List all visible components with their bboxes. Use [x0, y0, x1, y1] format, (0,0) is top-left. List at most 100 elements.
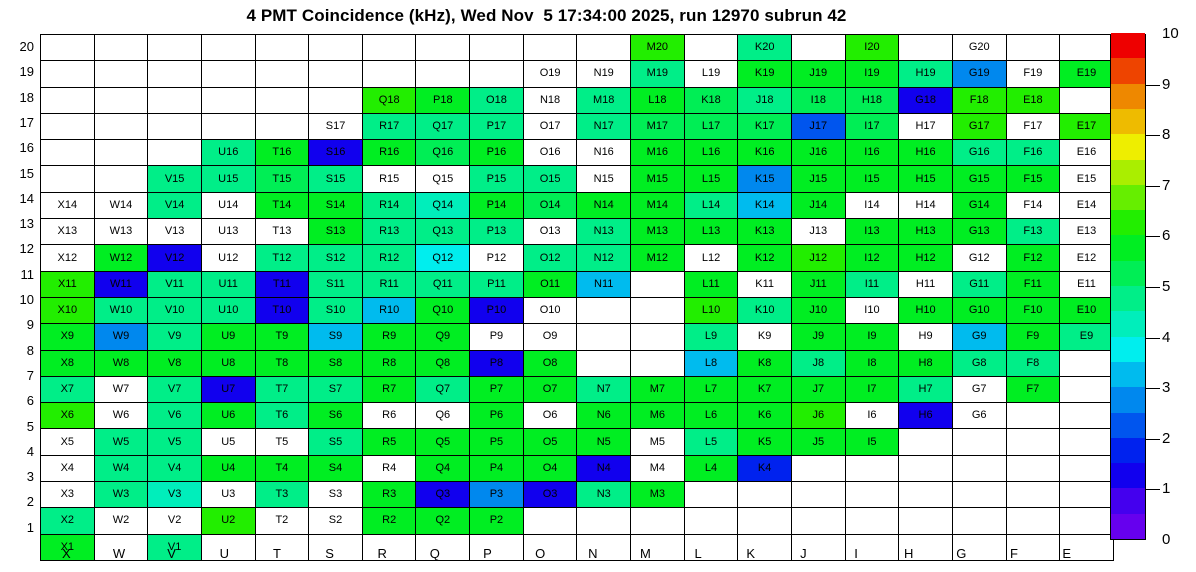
colorbar-tick-label-10: 10: [1162, 25, 1179, 42]
heatmap-cell-V7: V7: [147, 375, 202, 404]
heatmap-cell-J11: J11: [790, 270, 846, 298]
heatmap-cell-empty: [1059, 507, 1114, 535]
y-tick-label-7: 7: [26, 367, 34, 383]
heatmap-cell-O10: O10: [522, 296, 578, 325]
heatmap-row: X10 W10 V10 U10 T10 S10 R10 Q10 P10 O10 L10 K10 J10 I…: [40, 296, 1114, 325]
heatmap-cell-G12: G12: [951, 244, 1007, 272]
colorbar-tick: [1146, 438, 1160, 440]
heatmap-cell-empty: [898, 33, 953, 62]
colorbar-tick-label-9: 9: [1162, 75, 1171, 93]
heatmap-cell-empty: [522, 507, 578, 535]
heatmap-cell-G11: G11: [951, 270, 1007, 298]
heatmap-cell-X5: X5: [40, 428, 95, 456]
heatmap-cell-J16: J16: [790, 139, 846, 167]
heatmap-cell-O15: O15: [522, 165, 578, 193]
heatmap-cell-M16: M16: [630, 139, 685, 167]
heatmap-cell-L15: L15: [683, 165, 739, 193]
heatmap-cell-O7: O7: [522, 375, 578, 404]
y-tick-label-10: 10: [19, 292, 34, 307]
heatmap-cell-S7: S7: [308, 375, 363, 404]
heatmap-cell-empty: [951, 533, 1007, 561]
colorbar-tick: [1146, 337, 1160, 339]
heatmap-cell-empty: [200, 86, 256, 114]
heatmap-cell-N3: N3: [576, 481, 632, 509]
heatmap-cell-Q6: Q6: [415, 402, 471, 430]
heatmap-cell-P7: P7: [469, 375, 524, 404]
heatmap-cell-empty: [630, 323, 685, 351]
x-tick-label-M: M: [640, 546, 651, 561]
heatmap-cell-F9: F9: [1005, 323, 1061, 351]
heatmap-cell-empty: [844, 481, 900, 509]
heatmap-cell-E14: E14: [1059, 191, 1114, 220]
heatmap-cell-empty: [469, 33, 524, 62]
y-tick-label-17: 17: [19, 114, 34, 130]
heatmap-cell-N15: N15: [576, 165, 632, 193]
heatmap-cell-P10: P10: [469, 296, 524, 325]
heatmap-cell-T11: T11: [254, 270, 310, 298]
heatmap-cell-K11: K11: [737, 270, 792, 298]
heatmap-cell-empty: [93, 33, 149, 62]
heatmap-row: X5 W5 V5 U5 T5 S5 R5 Q5 P5 O5 N5 M5 L5 K5 J5 I5: [40, 428, 1114, 456]
heatmap-cell-P17: P17: [469, 112, 524, 141]
colorbar-tick: [1146, 84, 1160, 86]
heatmap-cell-W13: W13: [93, 218, 149, 246]
colorbar-band: [1111, 58, 1145, 84]
heatmap-cell-N11: N11: [576, 270, 632, 298]
heatmap-cell-L9: L9: [683, 323, 739, 351]
x-tick-label-I: I: [854, 546, 858, 561]
heatmap-cell-M19: M19: [630, 60, 685, 88]
heatmap-cell-empty: [951, 454, 1007, 483]
heatmap-cell-U7: U7: [200, 375, 256, 404]
heatmap-cell-E12: E12: [1059, 244, 1114, 272]
heatmap-cell-P8: P8: [469, 349, 524, 377]
heatmap-cell-I18: I18: [790, 86, 846, 114]
heatmap-cell-empty: [1059, 481, 1114, 509]
heatmap-cell-H9: H9: [898, 323, 953, 351]
heatmap-cell-G18: G18: [898, 86, 953, 114]
heatmap-cell-X1: X1: [40, 533, 95, 561]
heatmap-row: S17 R17 Q17 P17 O17 N17 M17 L17 K17 J17 I17 H17 G17 F…: [40, 112, 1114, 141]
y-tick-label-4: 4: [26, 443, 34, 459]
heatmap-cell-Q7: Q7: [415, 375, 471, 404]
heatmap-cell-T10: T10: [254, 296, 310, 325]
heatmap-cell-J10: J10: [790, 296, 846, 325]
x-tick-label-O: O: [535, 546, 546, 561]
heatmap-cell-empty: [93, 112, 149, 141]
heatmap-cell-O17: O17: [522, 112, 578, 141]
heatmap-cell-E15: E15: [1059, 165, 1114, 193]
heatmap-cell-E18: E18: [1005, 86, 1061, 114]
heatmap-cell-S3: S3: [308, 481, 363, 509]
heatmap-cell-U9: U9: [200, 323, 256, 351]
heatmap-cell-N13: N13: [576, 218, 632, 246]
heatmap-cell-Q10: Q10: [415, 296, 471, 325]
y-tick-label-6: 6: [26, 393, 34, 409]
heatmap-cell-O9: O9: [522, 323, 578, 351]
heatmap-cell-V1: V1: [147, 533, 202, 561]
colorbar-band: [1111, 33, 1145, 59]
heatmap-cell-empty: [844, 533, 900, 561]
colorbar-band: [1111, 108, 1145, 135]
heatmap-cell-empty: [147, 60, 202, 88]
heatmap-cell-empty: [469, 60, 524, 88]
colorbar-band: [1111, 286, 1145, 312]
heatmap-cell-J15: J15: [790, 165, 846, 193]
heatmap-cell-empty: [200, 112, 256, 141]
heatmap-cell-T2: T2: [254, 507, 310, 535]
heatmap-cell-empty: [1059, 533, 1114, 561]
colorbar-band: [1111, 134, 1145, 160]
heatmap-cell-Q11: Q11: [415, 270, 471, 298]
heatmap-cell-Q8: Q8: [415, 349, 471, 377]
heatmap-cell-L13: L13: [683, 218, 739, 246]
heatmap-cell-W4: W4: [93, 454, 149, 483]
heatmap-cell-R17: R17: [361, 112, 417, 141]
heatmap-cell-empty: [1059, 402, 1114, 430]
heatmap-row: X1 V1: [40, 533, 1114, 561]
heatmap-cell-K13: K13: [737, 218, 792, 246]
heatmap-grid-container: M20 K20 I20 G20 O19 N19 M19 L19 K19 J19 I19 H19 G19 F…: [40, 33, 1114, 561]
colorbar-tick-label-5: 5: [1162, 278, 1171, 295]
heatmap-cell-O19: O19: [522, 60, 578, 88]
heatmap-cell-empty: [361, 533, 417, 561]
heatmap-cell-L12: L12: [683, 244, 739, 272]
heatmap-cell-V13: V13: [147, 218, 202, 246]
heatmap-cell-empty: [40, 60, 95, 88]
